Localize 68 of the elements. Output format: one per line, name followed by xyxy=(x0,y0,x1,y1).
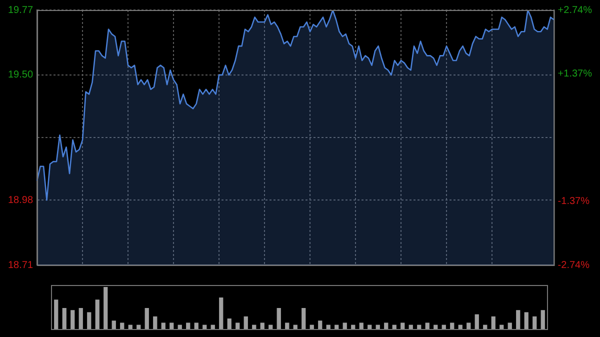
bar xyxy=(293,324,298,329)
bar xyxy=(194,322,198,329)
bar xyxy=(227,318,232,329)
bar xyxy=(62,308,66,329)
bar xyxy=(310,324,314,329)
bar xyxy=(491,316,496,329)
bar xyxy=(95,300,100,329)
bar xyxy=(450,322,454,329)
bar xyxy=(508,322,512,329)
bar xyxy=(318,320,322,329)
bar xyxy=(276,308,281,329)
bar xyxy=(186,322,190,329)
y2-tick-label: -2.74% xyxy=(558,260,590,271)
bar xyxy=(178,324,182,329)
bar xyxy=(532,316,537,329)
bar xyxy=(500,324,504,329)
bar xyxy=(392,324,396,329)
bar xyxy=(128,324,132,329)
bar xyxy=(442,324,446,329)
bar xyxy=(153,316,158,329)
bar xyxy=(54,300,58,329)
bar xyxy=(78,308,83,329)
bar xyxy=(516,310,520,329)
y2-tick-label: +2.74% xyxy=(558,4,592,16)
bar xyxy=(170,322,174,329)
bar xyxy=(483,324,488,329)
y-tick-label: 18.71 xyxy=(8,260,34,271)
bar xyxy=(524,312,528,329)
bar xyxy=(434,324,438,329)
bar xyxy=(112,320,116,329)
bar xyxy=(408,324,413,329)
y2-tick-label: -1.37% xyxy=(558,196,590,207)
bar xyxy=(425,322,430,329)
bar xyxy=(368,324,372,329)
bar xyxy=(219,298,224,329)
y-tick-label: 18.98 xyxy=(8,194,34,206)
bar xyxy=(202,324,207,329)
bar xyxy=(466,322,471,329)
bar xyxy=(70,310,75,329)
bar xyxy=(161,322,166,329)
y-tick-label: 19.77 xyxy=(8,4,34,16)
bar xyxy=(384,322,388,329)
bar xyxy=(210,324,215,329)
bar xyxy=(302,308,306,329)
bar xyxy=(334,324,339,329)
bar xyxy=(417,324,422,329)
bar xyxy=(540,310,545,329)
y-tick-label: 19.50 xyxy=(8,70,34,81)
bar xyxy=(359,322,364,329)
bar xyxy=(144,308,149,329)
bar xyxy=(400,322,405,329)
bar xyxy=(268,324,273,329)
bar xyxy=(458,324,462,329)
bar xyxy=(252,324,256,329)
bar xyxy=(120,322,124,329)
bar xyxy=(104,287,108,329)
bar xyxy=(285,322,290,329)
bar xyxy=(136,324,141,329)
bar xyxy=(260,322,264,329)
bar xyxy=(376,324,380,329)
bar xyxy=(326,324,330,329)
bar xyxy=(351,324,356,329)
bar xyxy=(342,322,347,329)
bar xyxy=(87,312,92,329)
y2-tick-label: +1.37% xyxy=(558,68,592,80)
bar xyxy=(244,316,248,329)
bar xyxy=(236,322,240,329)
bar xyxy=(474,314,479,329)
